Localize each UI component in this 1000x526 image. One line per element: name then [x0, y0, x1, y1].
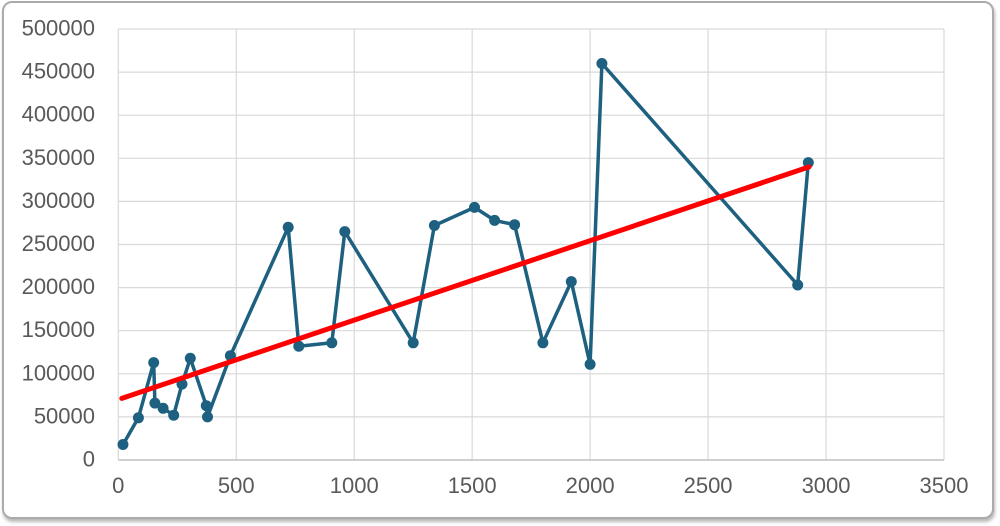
y-axis-tick-label: 400000	[22, 102, 95, 127]
x-axis-tick-label: 500	[218, 473, 255, 498]
y-axis-tick-label: 500000	[22, 16, 95, 41]
data-point-marker[interactable]	[200, 400, 212, 412]
data-point-marker[interactable]	[132, 412, 144, 424]
gridlines-layer	[117, 28, 945, 461]
data-point-marker[interactable]	[596, 58, 608, 69]
y-axis-tick-label: 150000	[22, 317, 95, 342]
y-axis-tick-label: 450000	[22, 59, 95, 84]
x-axis-tick-label: 0	[112, 473, 124, 498]
y-axis-tick-label: 100000	[22, 360, 95, 385]
data-point-marker[interactable]	[339, 226, 351, 238]
data-point-marker[interactable]	[293, 340, 305, 352]
data-point-marker[interactable]	[537, 337, 549, 349]
x-axis-tick-label: 1500	[448, 473, 497, 498]
y-axis-tick-label: 200000	[22, 274, 95, 299]
x-axis-tick-label: 2500	[684, 473, 733, 498]
y-axis-tick-label: 0	[83, 447, 95, 472]
data-point-marker[interactable]	[407, 337, 419, 349]
data-point-marker[interactable]	[184, 352, 196, 364]
data-point-marker[interactable]	[149, 397, 161, 409]
y-axis-tick-label: 250000	[22, 231, 95, 256]
data-point-marker[interactable]	[565, 276, 577, 288]
data-point-marker[interactable]	[428, 220, 440, 231]
data-point-marker[interactable]	[509, 219, 521, 231]
x-axis-tick-label: 3500	[920, 473, 969, 498]
y-axis-tick-label: 350000	[22, 145, 95, 170]
trendline[interactable]	[119, 164, 812, 401]
x-axis-tick-label: 2000	[566, 473, 615, 498]
data-point-marker[interactable]	[584, 358, 596, 370]
chart-frame[interactable]	[2, 1, 994, 519]
data-point-marker[interactable]	[202, 411, 213, 423]
series-layer	[117, 58, 814, 450]
x-axis-tick-label: 3000	[802, 473, 851, 498]
series-line[interactable]	[121, 61, 811, 447]
axis-labels-layer: 0 500 1000 1500 2000 2500 3000 3500 0 50000 100000…	[22, 16, 969, 499]
data-point-marker[interactable]	[148, 357, 160, 369]
data-point-marker[interactable]	[326, 337, 338, 349]
data-point-marker[interactable]	[489, 214, 501, 226]
x-axis-tick-label: 1000	[330, 473, 379, 498]
trendline-layer	[119, 164, 812, 401]
data-point-marker[interactable]	[469, 201, 480, 213]
data-point-marker[interactable]	[157, 402, 169, 414]
data-point-marker[interactable]	[168, 409, 180, 421]
data-point-marker[interactable]	[792, 279, 804, 291]
y-axis-tick-label: 300000	[22, 188, 95, 213]
data-point-marker[interactable]	[117, 439, 129, 450]
data-point-marker[interactable]	[282, 221, 294, 233]
y-axis-tick-label: 50000	[34, 403, 95, 428]
